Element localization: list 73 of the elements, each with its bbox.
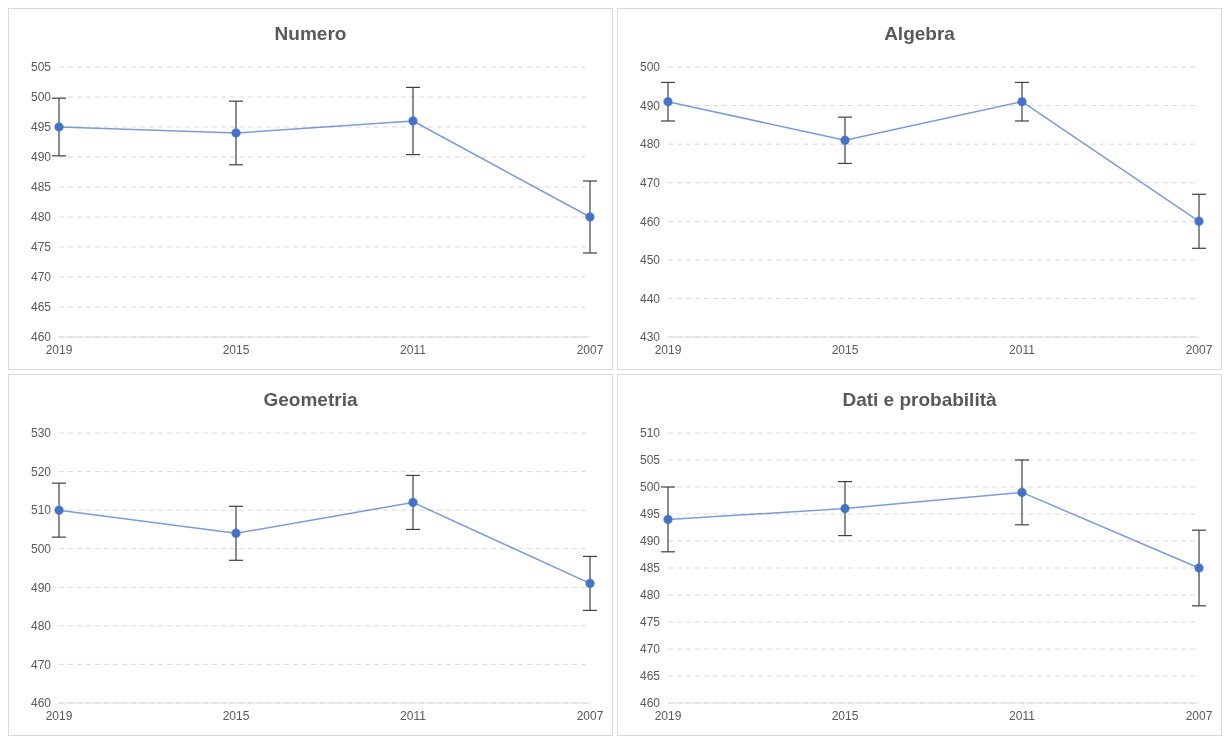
y-tick-label: 480	[639, 588, 661, 603]
y-tick-label: 495	[30, 120, 52, 135]
y-tick-label: 500	[639, 480, 661, 495]
point	[408, 497, 418, 508]
x-tick-label: 2019	[45, 342, 73, 357]
y-tick-label: 500	[30, 541, 52, 556]
x-tick-label: 2015	[222, 708, 250, 723]
y-tick-label: 530	[30, 426, 52, 441]
point	[1194, 216, 1204, 227]
point	[840, 503, 850, 514]
chart-title: Algebra	[883, 22, 956, 46]
x-tick-label: 2011	[400, 708, 427, 723]
x-tick-label: 2007	[576, 708, 604, 723]
point	[231, 528, 241, 539]
y-tick-label: 460	[639, 214, 661, 229]
y-tick-label: 510	[639, 426, 661, 441]
x-tick-label: 2015	[831, 342, 859, 357]
point	[585, 212, 595, 222]
y-tick-label: 440	[639, 291, 661, 306]
point	[231, 128, 241, 138]
y-tick-label: 500	[30, 90, 52, 105]
y-tick-label: 505	[639, 453, 661, 468]
chart-title: Numero	[273, 22, 348, 46]
y-tick-label: 480	[639, 137, 661, 152]
chart-title: Geometria	[262, 388, 359, 412]
point	[1194, 563, 1204, 573]
point	[663, 514, 673, 525]
x-tick-label: 2011	[1009, 342, 1036, 357]
x-tick-label: 2015	[831, 708, 859, 723]
point	[663, 96, 673, 107]
y-tick-label: 475	[639, 615, 661, 630]
y-tick-label: 490	[30, 150, 52, 165]
y-tick-label: 490	[639, 534, 661, 549]
y-tick-label: 510	[30, 503, 52, 518]
point	[1017, 487, 1027, 498]
y-tick-label: 475	[30, 240, 52, 255]
y-tick-label: 460	[30, 330, 52, 345]
y-tick-label: 430	[639, 330, 661, 345]
y-tick-label: 470	[639, 175, 661, 190]
y-tick-label: 490	[639, 98, 661, 113]
y-tick-label: 495	[639, 507, 661, 522]
y-tick-label: 450	[639, 253, 661, 268]
y-tick-label: 465	[639, 669, 661, 684]
x-tick-label: 2007	[576, 342, 604, 357]
x-tick-label: 2019	[654, 342, 682, 357]
point	[54, 505, 64, 515]
x-tick-label: 2019	[654, 708, 682, 723]
y-tick-label: 500	[639, 60, 661, 75]
point	[840, 135, 850, 146]
point	[1017, 96, 1027, 107]
x-tick-label: 2011	[1009, 708, 1036, 723]
y-tick-label: 470	[30, 270, 52, 285]
y-tick-label: 465	[30, 300, 52, 315]
y-tick-label: 490	[30, 580, 52, 595]
y-tick-label: 470	[30, 657, 52, 672]
x-tick-label: 2007	[1185, 342, 1213, 357]
x-tick-label: 2011	[400, 342, 427, 357]
y-tick-label: 480	[30, 619, 52, 634]
y-tick-label: 470	[639, 642, 661, 657]
x-tick-label: 2007	[1185, 708, 1213, 723]
y-tick-label: 460	[639, 696, 661, 711]
y-tick-label: 485	[30, 180, 52, 195]
y-tick-label: 485	[639, 561, 661, 576]
chart-title: Dati e probabilità	[841, 388, 998, 412]
y-tick-label: 520	[30, 464, 52, 479]
x-tick-label: 2015	[222, 342, 250, 357]
point	[408, 116, 418, 126]
x-tick-label: 2019	[45, 708, 73, 723]
y-tick-label: 505	[30, 60, 52, 75]
point	[585, 578, 595, 589]
point	[54, 122, 64, 132]
y-tick-label: 480	[30, 210, 52, 225]
y-tick-label: 460	[30, 696, 52, 711]
